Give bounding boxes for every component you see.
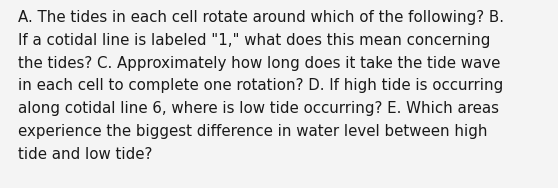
- Text: along cotidal line 6, where is low tide occurring? E. Which areas: along cotidal line 6, where is low tide …: [18, 101, 499, 116]
- Text: in each cell to complete one rotation? D. If high tide is occurring: in each cell to complete one rotation? D…: [18, 78, 503, 93]
- Text: A. The tides in each cell rotate around which of the following? B.: A. The tides in each cell rotate around …: [18, 10, 504, 25]
- Text: experience the biggest difference in water level between high: experience the biggest difference in wat…: [18, 124, 488, 139]
- Text: tide and low tide?: tide and low tide?: [18, 147, 152, 162]
- Text: If a cotidal line is labeled "1," what does this mean concerning: If a cotidal line is labeled "1," what d…: [18, 33, 490, 48]
- Text: the tides? C. Approximately how long does it take the tide wave: the tides? C. Approximately how long doe…: [18, 56, 501, 71]
